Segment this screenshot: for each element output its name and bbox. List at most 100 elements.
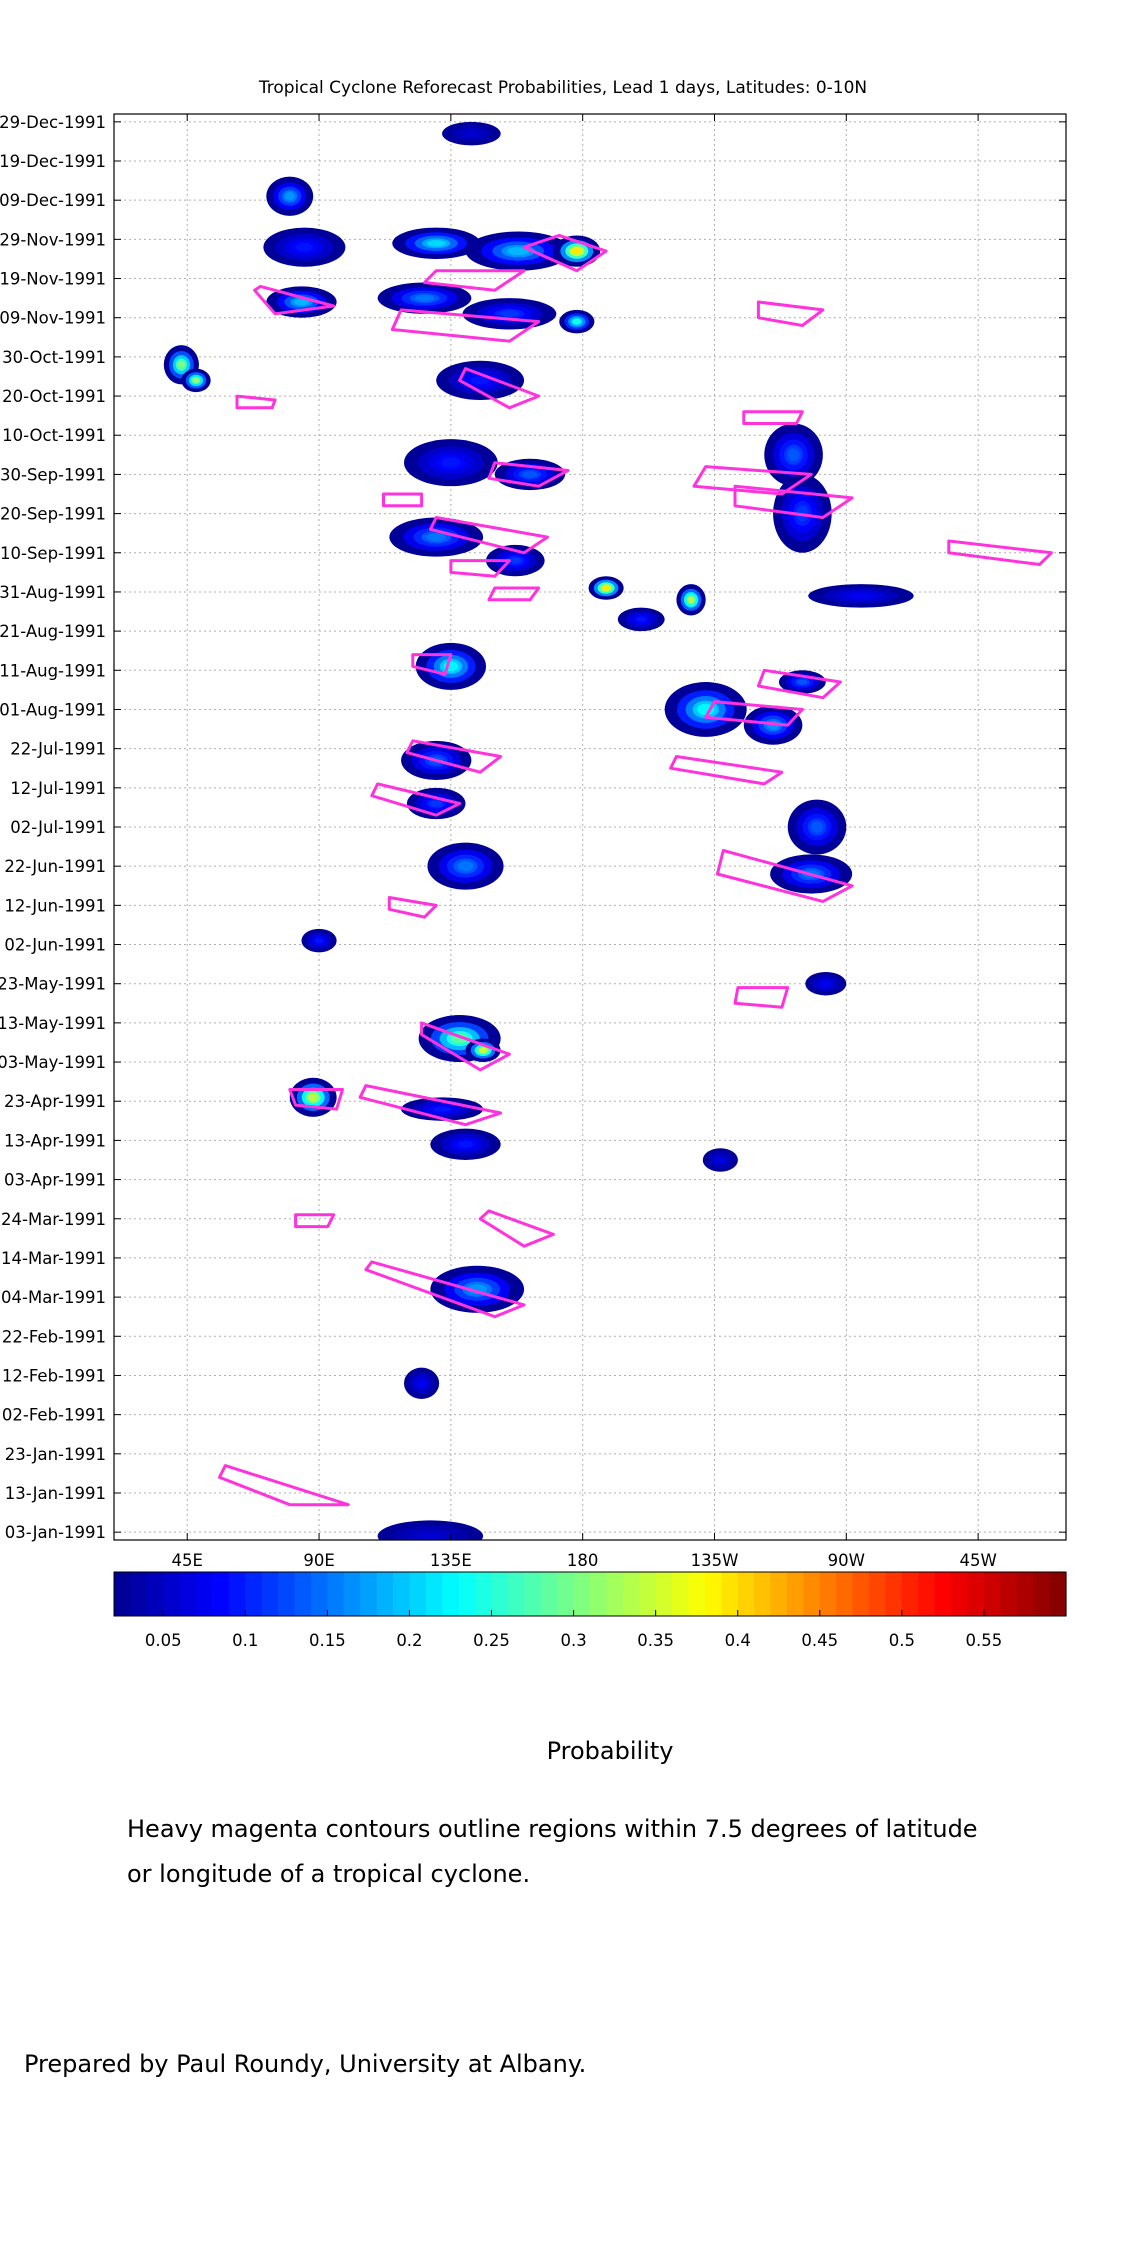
cyclone-contour — [364, 1260, 526, 1319]
probability-level — [417, 1380, 426, 1387]
y-tick-label: 02-Jun-1991 — [4, 936, 106, 955]
colorbar-segment — [1016, 1572, 1034, 1616]
probability-blob — [442, 121, 501, 146]
colorbar-segment — [721, 1572, 739, 1616]
colorbar-segment — [704, 1572, 722, 1616]
probability-blob — [430, 1128, 501, 1160]
y-tick-label: 11-Aug-1991 — [0, 661, 106, 680]
probability-level — [295, 243, 313, 252]
cyclone-contour — [253, 284, 336, 316]
cyclone-contour — [387, 896, 438, 919]
x-tick-label: 135W — [691, 1551, 739, 1570]
probability-blob — [436, 360, 525, 400]
colorbar-segment — [655, 1572, 673, 1616]
probability-level — [284, 192, 295, 201]
probability-level — [522, 471, 538, 478]
colorbar-segment — [934, 1572, 952, 1616]
colorbar-segment — [1049, 1572, 1067, 1616]
probability-level — [433, 1106, 451, 1112]
y-tick-label: 03-May-1991 — [0, 1053, 106, 1072]
colorbar-segment — [376, 1572, 394, 1616]
cyclone-contour — [449, 559, 511, 578]
probability-level — [499, 310, 520, 318]
probability-blob — [559, 309, 595, 334]
colorbar-segment — [540, 1572, 558, 1616]
contour-note-line-2: or longitude of a tropical cyclone. — [127, 1860, 531, 1888]
y-axis-ticks: 29-Dec-1991 19-Dec-1991 09-Dec-1991 29-Nov-… — [0, 113, 1066, 1542]
y-tick-label: 30-Sep-1991 — [0, 465, 106, 484]
probability-field — [163, 121, 914, 1540]
colorbar-segment — [786, 1572, 804, 1616]
colorbar-segment — [967, 1572, 985, 1616]
probability-level — [507, 247, 530, 256]
colorbar-tick-label: 0.3 — [560, 1631, 586, 1650]
probability-level — [414, 294, 435, 302]
probability-blob — [403, 1367, 440, 1399]
probability-blob — [181, 368, 211, 393]
colorbar-segment — [737, 1572, 755, 1616]
colorbar-tick-label: 0.5 — [889, 1631, 915, 1650]
cyclone-contour — [742, 410, 804, 425]
cyclone-contour — [478, 1209, 555, 1248]
colorbar-segment — [294, 1572, 312, 1616]
x-tick-label: 90W — [828, 1551, 865, 1570]
cyclone-contour — [288, 1088, 344, 1111]
cyclone-contour — [733, 484, 854, 519]
probability-blob — [808, 584, 914, 608]
colorbar-tick-label: 0.15 — [309, 1631, 346, 1650]
colorbar-segment — [196, 1572, 214, 1616]
probability-blob — [702, 1148, 738, 1172]
cyclone-contour — [423, 269, 526, 292]
colorbar-segment — [573, 1572, 591, 1616]
colorbar: 0.05 0.1 0.15 0.2 0.25 0.3 0.35 0.4 0.45 0.5 0.55 — [113, 1571, 1067, 1650]
y-tick-label: 09-Nov-1991 — [0, 309, 106, 328]
cyclone-contour — [487, 586, 541, 602]
probability-blob — [676, 584, 706, 616]
probability-blob — [377, 282, 472, 314]
colorbar-segment — [409, 1572, 427, 1616]
x-tick-label: 45W — [959, 1551, 996, 1570]
probability-level — [821, 981, 831, 987]
cyclone-contours — [218, 233, 1053, 1507]
cyclone-contour — [522, 233, 608, 273]
colorbar-segment — [951, 1572, 969, 1616]
y-tick-label: 29-Nov-1991 — [0, 230, 106, 249]
y-tick-label: 22-Feb-1991 — [2, 1327, 106, 1346]
colorbar-tick-label: 0.35 — [637, 1631, 674, 1650]
y-tick-label: 10-Sep-1991 — [0, 544, 106, 563]
colorbar-segment — [278, 1572, 296, 1616]
probability-blob — [403, 439, 498, 487]
x-tick-label: 180 — [567, 1551, 599, 1570]
colorbar-segment — [179, 1572, 197, 1616]
probability-blob — [266, 176, 314, 216]
colorbar-tick-label: 0.2 — [396, 1631, 422, 1650]
colorbar-segment — [228, 1572, 246, 1616]
probability-level — [465, 131, 478, 137]
cyclone-contour — [947, 539, 1053, 566]
colorbar-segment — [524, 1572, 542, 1616]
probability-blob — [301, 928, 337, 953]
colorbar-segment — [672, 1572, 690, 1616]
probability-level — [426, 532, 447, 542]
cyclone-contour — [756, 668, 842, 700]
probability-blob — [805, 971, 847, 996]
probability-blob — [289, 1077, 337, 1117]
probability-blob — [588, 576, 624, 600]
probability-blob — [430, 1265, 525, 1313]
colorbar-segment — [1033, 1572, 1051, 1616]
y-tick-label: 29-Dec-1991 — [0, 113, 106, 132]
colorbar-segment — [770, 1572, 788, 1616]
probability-blob — [415, 642, 487, 690]
cyclone-contour — [487, 461, 570, 488]
probability-blob — [263, 227, 346, 267]
y-tick-label: 20-Oct-1991 — [2, 387, 106, 406]
chart-title: Tropical Cyclone Reforecast Probabilitie… — [258, 78, 868, 98]
y-tick-label: 01-Aug-1991 — [0, 700, 106, 719]
colorbar-segment — [146, 1572, 164, 1616]
colorbar-segment — [360, 1572, 378, 1616]
colorbar-frame — [113, 1571, 1067, 1617]
probability-level — [810, 821, 824, 833]
cyclone-contour — [692, 465, 813, 496]
colorbar-segment — [754, 1572, 772, 1616]
y-tick-label: 10-Oct-1991 — [2, 426, 106, 445]
